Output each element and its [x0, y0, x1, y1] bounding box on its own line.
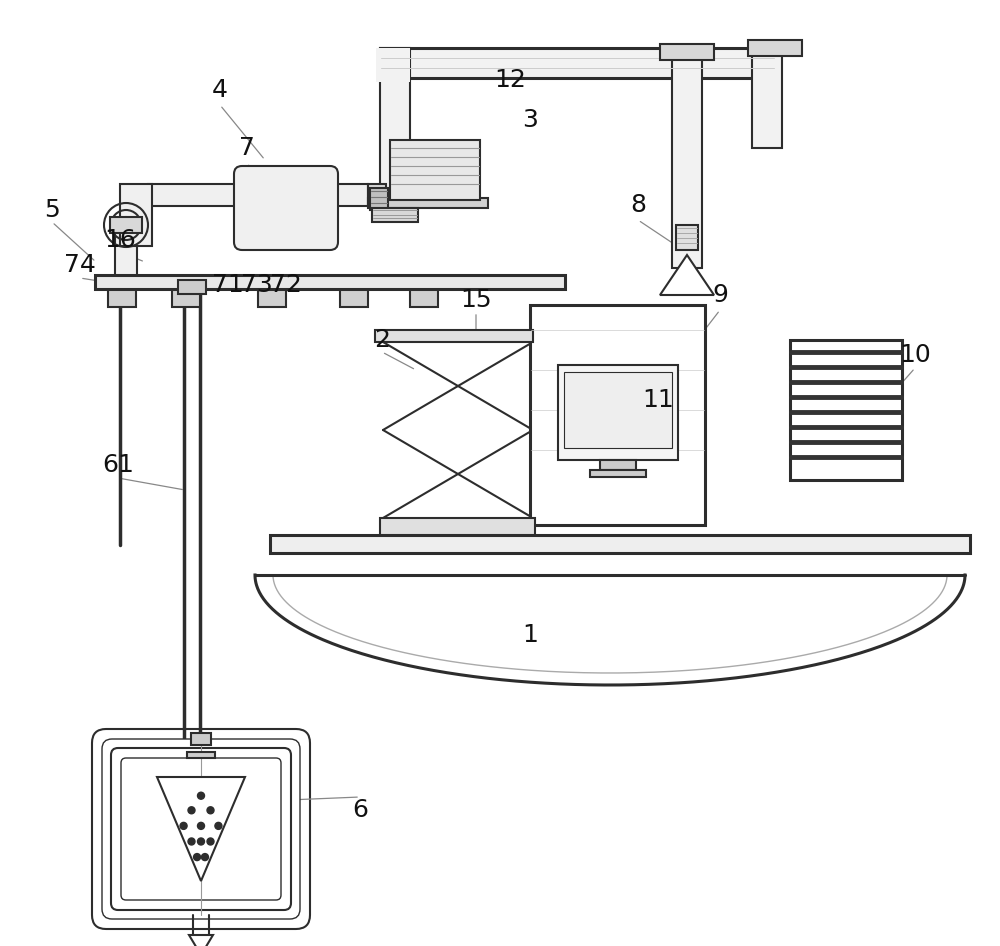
Polygon shape [157, 777, 245, 881]
Polygon shape [255, 575, 965, 685]
Text: 61: 61 [102, 453, 134, 477]
Bar [187, 752, 215, 758]
Circle shape [188, 838, 195, 845]
Circle shape [188, 807, 195, 814]
Circle shape [201, 853, 208, 861]
Bar [380, 518, 535, 535]
Bar [590, 470, 646, 477]
Text: 11: 11 [642, 388, 674, 412]
Circle shape [198, 792, 205, 799]
Bar [660, 44, 714, 60]
Bar [270, 535, 970, 553]
Bar [120, 184, 152, 246]
Bar [672, 48, 702, 268]
Text: 9: 9 [712, 283, 728, 307]
Circle shape [180, 822, 187, 830]
Bar [368, 184, 386, 206]
Text: 5: 5 [44, 198, 60, 222]
Bar [95, 275, 565, 289]
Text: 7: 7 [239, 136, 255, 160]
Bar [790, 340, 902, 480]
Text: 6: 6 [352, 798, 368, 822]
Circle shape [198, 838, 205, 845]
Bar [676, 225, 698, 250]
Bar [530, 305, 705, 525]
Bar [340, 289, 368, 307]
Bar [368, 198, 488, 208]
FancyBboxPatch shape [111, 748, 291, 910]
Bar [564, 372, 672, 448]
Polygon shape [660, 255, 714, 295]
Circle shape [207, 838, 214, 845]
Text: 71: 71 [212, 273, 244, 297]
Bar [558, 365, 678, 460]
Bar [191, 733, 211, 745]
Circle shape [194, 853, 201, 861]
Bar [108, 289, 136, 307]
Bar [376, 48, 410, 82]
Bar [380, 48, 410, 78]
Bar [390, 140, 480, 200]
Bar [380, 48, 410, 213]
FancyBboxPatch shape [92, 729, 310, 929]
FancyBboxPatch shape [234, 166, 338, 250]
Text: 2: 2 [374, 328, 390, 352]
Bar [748, 40, 802, 56]
Bar [258, 289, 286, 307]
Circle shape [215, 822, 222, 830]
Bar [410, 289, 438, 307]
Bar [600, 460, 636, 470]
Text: 3: 3 [522, 108, 538, 132]
Bar [148, 184, 368, 206]
Bar [380, 48, 775, 78]
Bar [110, 217, 142, 233]
Text: 74: 74 [64, 253, 96, 277]
Text: 8: 8 [630, 193, 646, 217]
Bar [375, 330, 533, 342]
Text: 73: 73 [241, 273, 273, 297]
Text: 16: 16 [104, 228, 136, 252]
Bar [172, 289, 200, 307]
Text: 4: 4 [212, 78, 228, 102]
Text: 72: 72 [270, 273, 302, 297]
Bar [178, 280, 206, 294]
Circle shape [207, 807, 214, 814]
Circle shape [198, 822, 205, 830]
Text: 1: 1 [522, 623, 538, 647]
Bar [372, 208, 418, 222]
FancyBboxPatch shape [121, 758, 281, 900]
Text: 15: 15 [460, 288, 492, 312]
Bar [752, 48, 782, 148]
Text: 10: 10 [899, 343, 931, 367]
Polygon shape [189, 935, 213, 946]
Bar [370, 188, 388, 210]
Bar [115, 224, 137, 282]
FancyBboxPatch shape [102, 739, 300, 919]
Text: 12: 12 [494, 68, 526, 92]
Bar [672, 48, 702, 78]
